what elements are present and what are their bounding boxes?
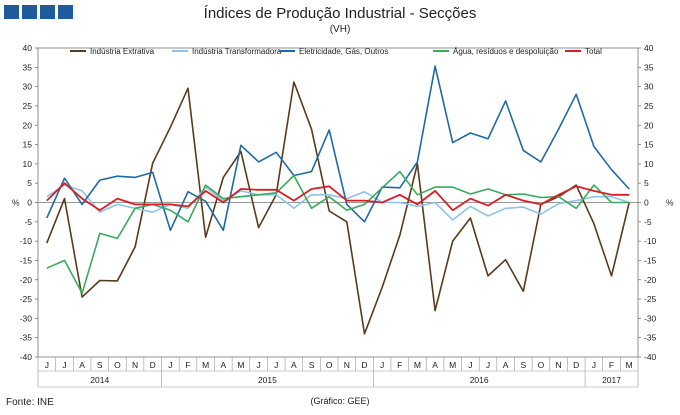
x-tick-label: S [520, 360, 526, 370]
y-tick-label-right: 30 [644, 82, 654, 92]
x-tick-label: D [573, 360, 579, 370]
x-tick-label: A [432, 360, 438, 370]
y-tick-label-left: -30 [20, 313, 33, 323]
x-tick-label: O [326, 360, 333, 370]
y-tick-label-left: 0 [27, 198, 32, 208]
y-tick-label-right: -20 [644, 275, 657, 285]
year-label: 2014 [90, 375, 109, 385]
year-label: 2015 [258, 375, 277, 385]
x-tick-label: J [468, 360, 472, 370]
x-tick-label: M [626, 360, 633, 370]
year-label: 2016 [470, 375, 489, 385]
logo-block-1 [4, 5, 19, 19]
y-tick-label-left: 10 [23, 159, 33, 169]
x-tick-label: J [168, 360, 172, 370]
chart-subtitle: (VH) [329, 24, 351, 35]
y-tick-label-left: 5 [27, 178, 32, 188]
y-tick-label-right: 10 [644, 159, 654, 169]
series-line-3 [46, 65, 630, 232]
y-tick-label-right: 35 [644, 62, 654, 72]
x-tick-label: A [291, 360, 297, 370]
y-tick-label-right: 0 [644, 198, 649, 208]
y-tick-label-right: 20 [644, 120, 654, 130]
legend-label-2: Indústria Transformadora [192, 47, 282, 56]
y-tick-label-right: 25 [644, 101, 654, 111]
logo-block-4 [58, 5, 73, 19]
x-tick-label: S [97, 360, 103, 370]
source-note: Fonte: INE [6, 397, 54, 408]
y-tick-label-right: -30 [644, 313, 657, 323]
x-tick-label: D [150, 360, 156, 370]
x-tick-label: J [62, 360, 66, 370]
x-tick-label: N [344, 360, 350, 370]
x-tick-label: M [414, 360, 421, 370]
x-tick-label: O [114, 360, 121, 370]
x-tick-label: M [449, 360, 456, 370]
x-tick-label: N [132, 360, 138, 370]
y-tick-label-left: -40 [20, 352, 33, 362]
legend-label-3: Eletricidade, Gás, Outros [299, 47, 388, 56]
legend-label-1: Indústria Extrativa [90, 47, 155, 56]
y-tick-label-right: -25 [644, 294, 657, 304]
y-tick-label-right: -5 [644, 217, 652, 227]
y-tick-label-left: -15 [20, 255, 33, 265]
x-tick-label: F [397, 360, 402, 370]
x-tick-label: M [237, 360, 244, 370]
y-tick-label-left: 35 [23, 62, 33, 72]
x-tick-label: O [538, 360, 545, 370]
y-tick-label-left: -35 [20, 333, 33, 343]
y-tick-label-left: -10 [20, 236, 33, 246]
x-tick-label: F [609, 360, 614, 370]
x-tick-label: J [274, 360, 278, 370]
y-tick-label-right: -40 [644, 352, 657, 362]
x-tick-label: J [256, 360, 260, 370]
y-tick-label-left: -20 [20, 275, 33, 285]
x-tick-label: J [380, 360, 384, 370]
y-axis-unit-left: % [12, 198, 20, 208]
x-tick-label: A [79, 360, 85, 370]
x-tick-label: A [220, 360, 226, 370]
x-tick-label: J [486, 360, 490, 370]
y-axis-unit-right: % [666, 198, 674, 208]
logo-block-3 [40, 5, 55, 19]
x-tick-label: M [202, 360, 209, 370]
x-tick-label: A [503, 360, 509, 370]
x-tick-label: D [361, 360, 367, 370]
y-tick-label-left: 15 [23, 140, 33, 150]
year-label: 2017 [602, 375, 621, 385]
logo [4, 5, 73, 19]
y-tick-label-left: 40 [23, 43, 33, 53]
x-tick-label: J [45, 360, 49, 370]
x-tick-label: J [592, 360, 596, 370]
y-tick-label-right: -35 [644, 333, 657, 343]
y-tick-label-right: 5 [644, 178, 649, 188]
y-tick-label-right: -10 [644, 236, 657, 246]
legend-label-5: Total [585, 47, 602, 56]
y-tick-label-left: 30 [23, 82, 33, 92]
x-tick-label: F [185, 360, 190, 370]
series-line-4 [46, 170, 630, 295]
x-tick-label: S [309, 360, 315, 370]
y-tick-label-right: -15 [644, 255, 657, 265]
series-line-2 [46, 184, 630, 221]
y-tick-label-left: 20 [23, 120, 33, 130]
y-tick-label-right: 40 [644, 43, 654, 53]
y-tick-label-left: -25 [20, 294, 33, 304]
y-tick-label-left: -5 [24, 217, 32, 227]
graphic-credit: (Gráfico: GEE) [310, 396, 370, 406]
x-tick-label: N [556, 360, 562, 370]
y-tick-label-left: 25 [23, 101, 33, 111]
logo-block-2 [22, 5, 37, 19]
y-tick-label-right: 15 [644, 140, 654, 150]
legend-label-4: Água, resíduos e despoluição [453, 47, 559, 56]
chart-title: Índices de Produção Industrial - Secções [203, 5, 477, 22]
series-line-5 [46, 182, 630, 212]
